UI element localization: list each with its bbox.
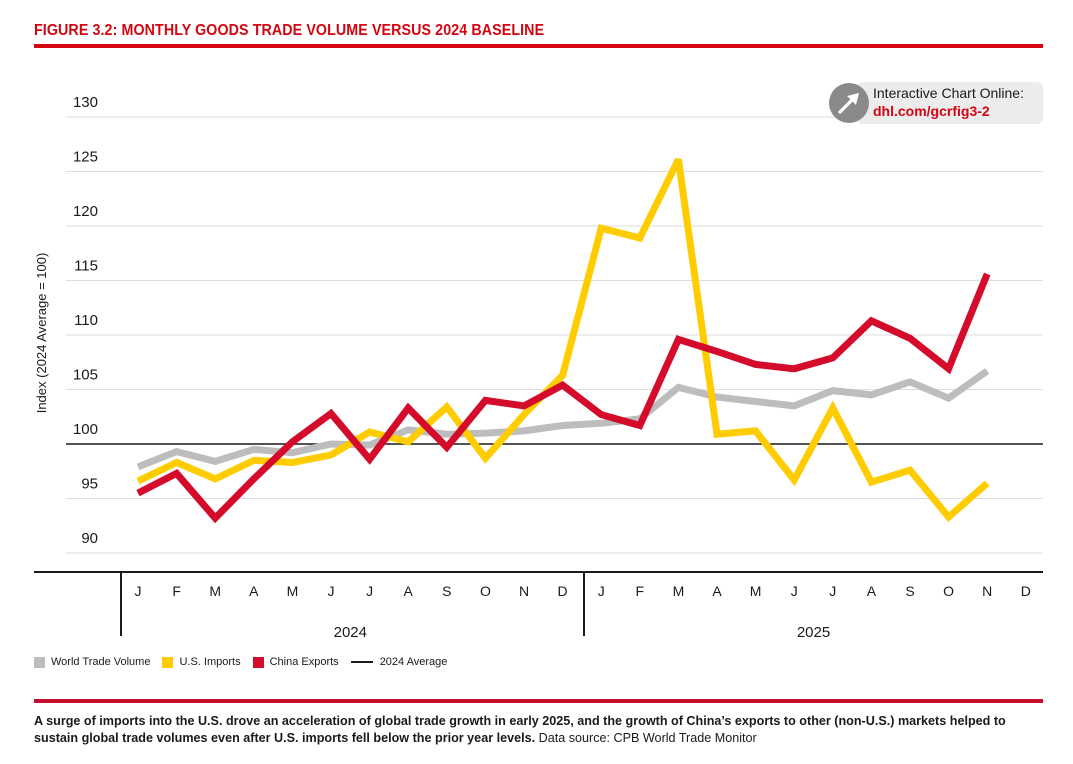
x-tick-label: J [791,583,798,599]
callout-label: Interactive Chart Online: [873,85,1024,101]
x-tick-label: S [905,583,914,599]
series-lines [136,157,991,524]
legend-label-world: World Trade Volume [51,656,151,668]
x-tick-label: S [442,583,451,599]
y-tick-110: 110 [74,312,98,329]
x-tick-label: M [750,583,762,599]
x-tick-label: N [982,583,992,599]
y-tick-90: 90 [81,530,98,547]
x-tick-label: M [287,583,299,599]
x-tick-label: O [943,583,954,599]
x-axis: J F M A M J J A S O N D J F M A M J J A S O N D 2024 2025 [34,571,1043,641]
legend-label-us: U.S. Imports [179,656,241,668]
legend-item-us: U.S. Imports [162,656,241,668]
x-tick-label: J [366,583,373,599]
x-tick-label: F [636,583,645,599]
line-chart: 90 95 100 105 110 115 120 125 130 Index (2024 Av… [34,94,1043,641]
callout-background [857,82,1043,124]
y-tick-125: 125 [73,149,98,166]
callout-link[interactable]: dhl.com/gcrfig3-2 [873,103,990,119]
legend-swatch-china [252,656,264,668]
x-tick-label: J [328,583,335,599]
legend-swatch-us [162,656,174,668]
x-tick-label: M [209,583,221,599]
x-tick-label: A [249,583,259,599]
x-tick-label: D [558,583,568,599]
legend-swatch-world [34,656,45,668]
interactive-chart-callout[interactable]: Interactive Chart Online: dhl.com/gcrfig… [829,82,1043,124]
x-tick-label: A [867,583,877,599]
y-tick-130: 130 [73,94,98,111]
x-tick-label: J [598,583,605,599]
figure-title: FIGURE 3.2: MONTHLY GOODS TRADE VOLUME V… [34,22,545,39]
x-tick-label: A [712,583,722,599]
y-tick-105: 105 [73,367,98,384]
y-tick-100: 100 [73,421,98,438]
y-tick-120: 120 [73,203,98,220]
x-tick-label: J [829,583,836,599]
legend-item-world: World Trade Volume [34,656,150,668]
caption-rule [34,699,1043,703]
caption-source: Data source: CPB World Trade Monitor [535,731,757,745]
y-tick-95: 95 [81,476,98,493]
legend: World Trade Volume U.S. Imports China Ex… [34,656,459,668]
figure-caption: A surge of imports into the U.S. drove a… [34,713,1044,747]
x-tick-label: J [135,583,142,599]
x-tick-label: M [673,583,685,599]
year-label-2024: 2024 [334,624,367,641]
legend-swatch-baseline [350,661,373,663]
x-tick-label: F [172,583,181,599]
y-tick-115: 115 [74,258,98,275]
x-tick-label: N [519,583,529,599]
legend-label-china: China Exports [269,656,339,668]
arrow-link-icon[interactable] [829,83,869,123]
year-label-2025: 2025 [797,624,830,641]
x-tick-label: O [480,583,491,599]
y-axis-label: Index (2024 Average = 100) [34,253,49,414]
x-tick-label: A [404,583,414,599]
legend-label-baseline: 2024 Average [379,656,448,668]
legend-item-baseline: 2024 Average [350,656,448,668]
caption-main: A surge of imports into the U.S. drove a… [34,714,1006,745]
x-tick-label: D [1021,583,1031,599]
y-tick-labels: 90 95 100 105 110 115 120 125 130 [73,94,98,547]
legend-item-china: China Exports [252,656,339,668]
title-rule [34,44,1043,48]
